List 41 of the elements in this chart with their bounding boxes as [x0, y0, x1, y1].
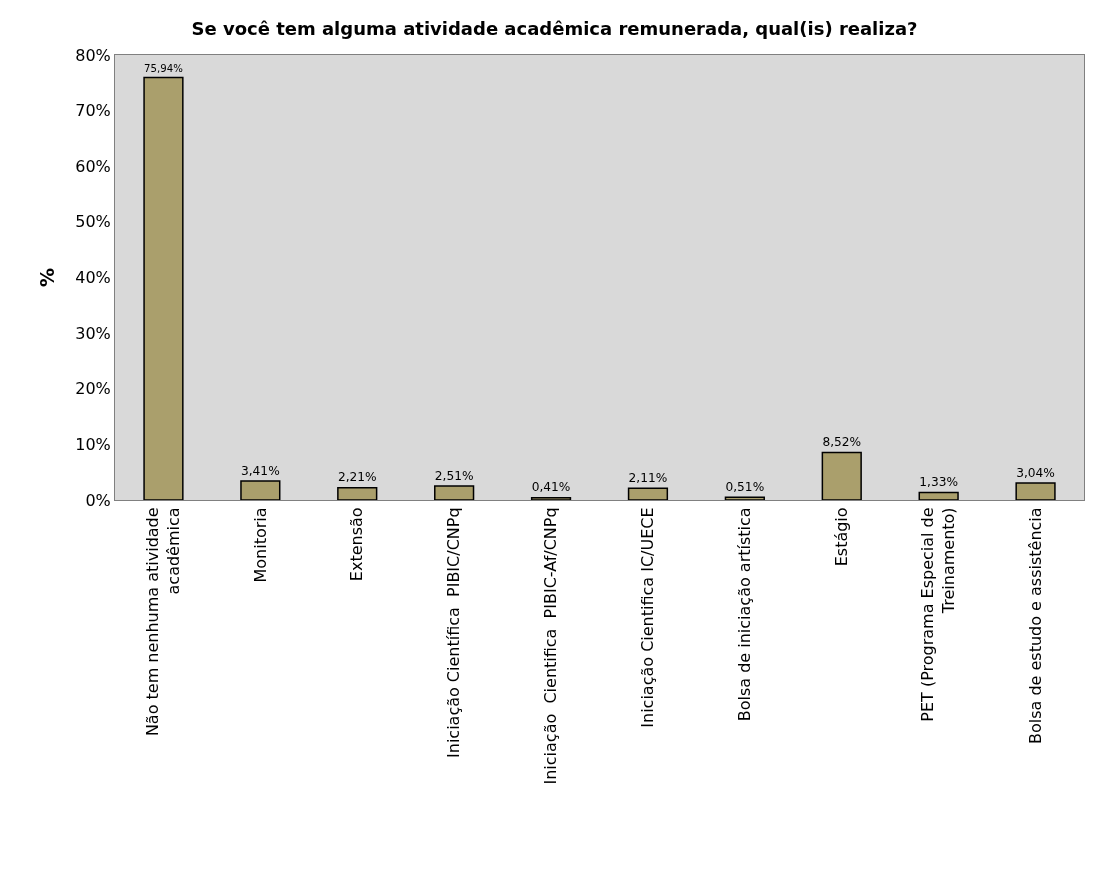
x-tick-label: Não tem nenhuma atividade acadêmica — [143, 507, 184, 737]
y-tick-label: 20% — [75, 379, 111, 399]
data-label: 75,94% — [144, 62, 184, 74]
y-tick-label: 60% — [75, 156, 111, 176]
bar — [143, 76, 184, 500]
x-tick-label: Iniciação Cientifica PIBIC-Af/CNPq — [541, 507, 561, 785]
data-label: 3,41% — [240, 463, 280, 478]
y-tick-label: 50% — [75, 212, 111, 232]
bar — [627, 487, 669, 500]
x-tick-label: Monitoria — [250, 507, 270, 583]
x-tick-label: Extensão — [347, 507, 367, 582]
x-tick-label: Bolsa de estudo e assistência — [1025, 507, 1045, 745]
y-tick-label: 10% — [75, 434, 111, 454]
y-tick-label: 40% — [75, 268, 111, 288]
data-label: 0,51% — [725, 479, 765, 494]
bar — [434, 485, 475, 500]
data-label: 8,52% — [822, 435, 862, 450]
y-axis-title: % — [36, 267, 59, 288]
bar — [1015, 482, 1056, 500]
data-label: 1,33% — [919, 475, 959, 490]
bar — [530, 496, 572, 500]
y-tick-label: 30% — [75, 323, 111, 343]
x-tick-label: PET (Programa Especial de Treinamento) — [918, 507, 959, 722]
x-tick-label: Bolsa de iniciação artística — [735, 507, 755, 722]
bar — [337, 486, 378, 500]
chart-title: Se você tem alguma atividade acadêmica remunerada, qual(is) realiza? — [191, 17, 918, 39]
x-tick-label: Estágio — [831, 507, 851, 567]
data-label: 3,04% — [1016, 465, 1055, 480]
data-label: 2,21% — [337, 470, 377, 485]
x-tick-label: Iniciação Científica PIBIC/CNPq — [444, 507, 464, 758]
bar — [240, 480, 281, 500]
x-tick-label: Iniciação Cientifica IC/UECE — [638, 507, 658, 728]
data-label: 0,41% — [531, 480, 571, 495]
y-tick-label: 70% — [75, 101, 111, 121]
y-tick-label: 0% — [85, 490, 111, 510]
bar — [724, 496, 765, 500]
data-label: 2,11% — [628, 471, 668, 486]
bar — [918, 491, 959, 500]
y-tick-label: 80% — [75, 45, 111, 65]
bar — [821, 451, 862, 500]
data-label: 2,51% — [434, 468, 474, 483]
